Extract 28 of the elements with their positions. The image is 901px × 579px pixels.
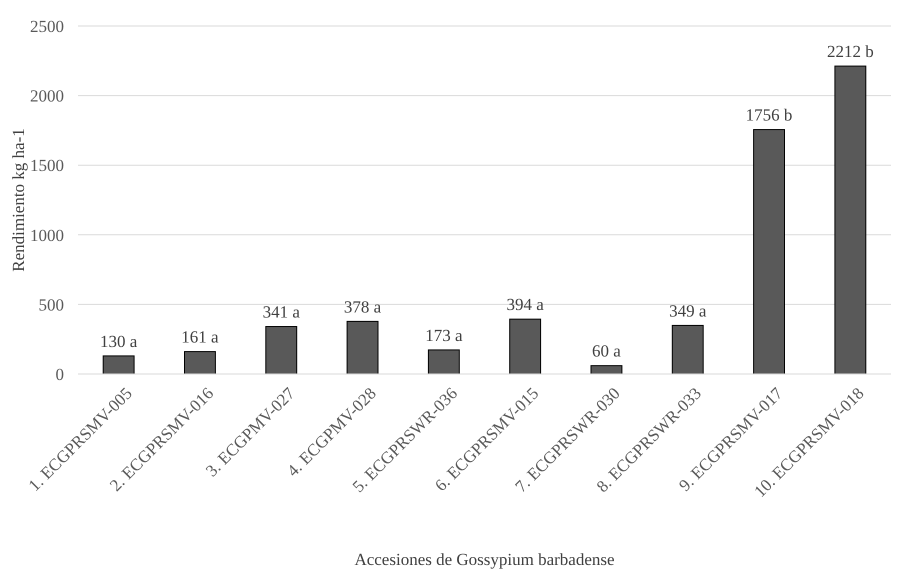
- y-tick-label: 500: [38, 295, 64, 314]
- bar: [265, 326, 298, 374]
- bar: [590, 365, 622, 374]
- y-tick-label: 1000: [30, 226, 64, 245]
- data-label: 161 a: [181, 328, 220, 347]
- y-tick-label: 2500: [30, 16, 64, 36]
- data-label: 349 a: [669, 301, 707, 320]
- data-label: 341 a: [262, 302, 300, 322]
- bar: [672, 324, 704, 374]
- data-label: 130 a: [100, 332, 138, 351]
- bar: [102, 355, 135, 374]
- data-label: 173 a: [425, 326, 463, 345]
- bar: [184, 351, 216, 374]
- bar: [346, 320, 378, 374]
- bar: [428, 349, 460, 374]
- data-label: 1756 b: [746, 106, 792, 125]
- data-label: 394 a: [506, 295, 544, 314]
- data-label: 60 a: [592, 342, 622, 361]
- y-axis-title: Rendimiento kg ha-1: [9, 128, 28, 272]
- y-tick-label: 0: [56, 364, 64, 384]
- y-tick-label: 1500: [30, 156, 64, 176]
- x-axis-title: Accesiones de Gossypium barbadense: [354, 550, 615, 569]
- bar: [509, 318, 542, 374]
- bar: [834, 66, 866, 374]
- y-tick-label: 2000: [30, 86, 64, 106]
- data-label: 378 a: [344, 297, 382, 316]
- data-label: 2212 b: [826, 42, 874, 62]
- bar: [753, 129, 785, 374]
